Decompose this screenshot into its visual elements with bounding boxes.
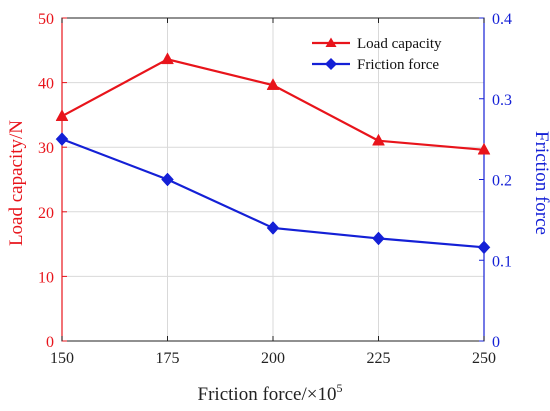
series-layer — [55, 52, 491, 255]
axes: 0 10 20 30 40 50 0 0.1 0.2 0.3 0.4 150 175 200 225 250 — [38, 11, 512, 367]
x-axis-label-exponent: 5 — [336, 381, 342, 395]
data-point-triangle — [372, 133, 385, 146]
x-tick-label: 250 — [472, 350, 496, 367]
data-point-diamond — [372, 231, 385, 246]
data-point-diamond — [161, 172, 174, 187]
y-right-tick-label: 0.1 — [492, 253, 512, 270]
x-tick-label: 150 — [50, 350, 74, 367]
data-point-diamond — [55, 132, 69, 146]
data-point-triangle — [477, 142, 491, 155]
x-tick-label: 225 — [367, 350, 391, 367]
y-left-tick-label: 40 — [38, 76, 54, 93]
y-right-tick-label: 0 — [492, 334, 500, 351]
x-axis-label-main: Friction force/×10 — [198, 384, 337, 405]
legend: Load capacity Friction force — [312, 36, 442, 73]
data-point-diamond — [477, 240, 491, 255]
x-axis-label: Friction force/×105 — [198, 381, 343, 405]
x-tick-label: 200 — [261, 350, 285, 367]
x-tick-label: 175 — [156, 350, 180, 367]
data-point-triangle — [266, 78, 280, 90]
y-right-tick-label: 0.3 — [492, 92, 512, 109]
y-right-tick-label: 0.2 — [492, 173, 512, 190]
y-left-tick-label: 30 — [38, 140, 54, 157]
data-point-diamond — [266, 221, 280, 235]
y-axis-right-label: Friction force — [531, 131, 550, 235]
legend-label-friction-force: Friction force — [357, 57, 439, 73]
series-load-capacity — [55, 52, 491, 155]
y-left-tick-label: 0 — [46, 334, 54, 351]
series-friction-force — [55, 132, 491, 255]
legend-marker-friction-force — [325, 58, 337, 70]
y-right-tick-label: 0.4 — [492, 11, 512, 28]
y-left-tick-label: 20 — [38, 205, 54, 222]
data-point-triangle — [55, 109, 69, 121]
y-axis-left-label: Load capacity/N — [6, 120, 27, 246]
legend-marker-load-capacity — [325, 37, 337, 47]
legend-label-load-capacity: Load capacity — [357, 36, 442, 52]
y-left-tick-label: 50 — [38, 11, 54, 28]
data-point-triangle — [161, 52, 174, 65]
y-left-tick-label: 10 — [38, 269, 54, 286]
